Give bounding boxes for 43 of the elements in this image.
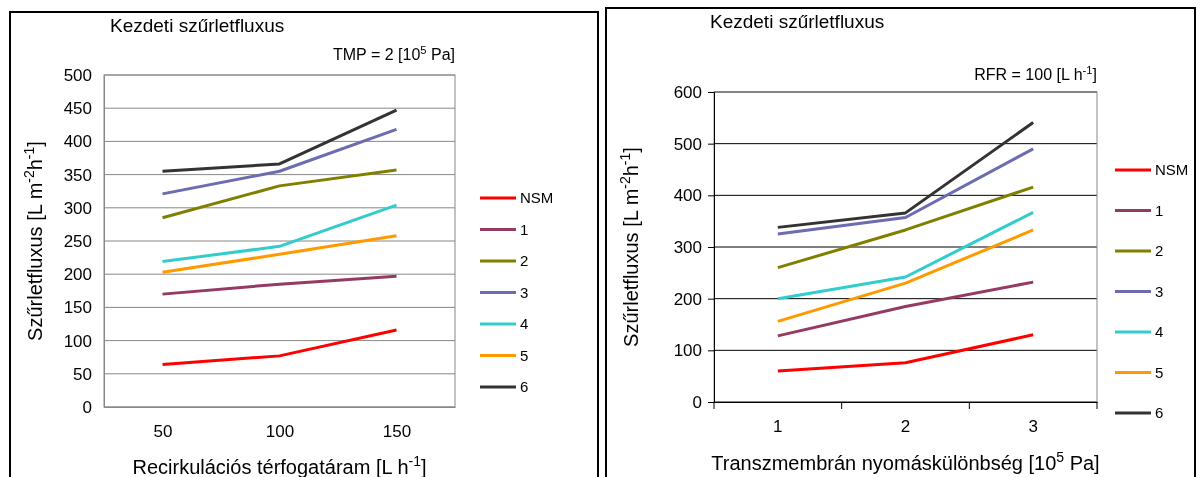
y-tick-label: 100	[63, 331, 92, 351]
y-tick-label: 250	[63, 231, 92, 251]
chart-title: Kezdeti szűrletfluxus	[110, 15, 285, 36]
y-tick-label: 200	[63, 265, 92, 285]
y-tick-label: 0	[692, 392, 702, 412]
x-tick-label: 50	[153, 422, 173, 442]
legend-label: 2	[520, 252, 529, 269]
x-tick-label: 2	[900, 417, 911, 437]
x-tick-label: 3	[1028, 417, 1038, 437]
y-tick-label: 450	[63, 99, 92, 119]
y-tick-label: 350	[63, 165, 92, 185]
legend-label: 5	[1155, 363, 1164, 381]
legend-label: 2	[1155, 242, 1164, 259]
legend-label: 4	[1155, 323, 1164, 340]
y-tick-label: 100	[673, 341, 702, 361]
legend-label: 3	[520, 283, 529, 301]
x-tick-label: 1	[773, 417, 783, 437]
y-tick-label: 500	[673, 134, 702, 154]
chart-title: Kezdeti szűrletfluxus	[710, 11, 885, 32]
y-tick-label: 300	[673, 237, 702, 257]
y-tick-label: 400	[63, 132, 92, 152]
legend-label: 1	[1155, 201, 1164, 219]
y-tick-label: 200	[673, 289, 702, 309]
legend-label: NSM	[1155, 161, 1189, 178]
y-tick-label: 50	[73, 364, 92, 384]
y-tick-label: 300	[63, 198, 92, 218]
legend-label: 4	[520, 315, 529, 332]
x-tick-label: 100	[265, 422, 295, 442]
y-tick-label: 150	[63, 298, 92, 318]
y-tick-label: 400	[673, 186, 702, 206]
y-tick-label: 600	[673, 82, 702, 102]
y-tick-label: 0	[82, 397, 92, 417]
legend-label: 1	[520, 220, 529, 238]
legend-label: 5	[520, 346, 529, 364]
x-tick-label: 150	[382, 422, 412, 442]
legend-label: NSM	[520, 189, 554, 206]
legend-label: 3	[1155, 282, 1164, 300]
x-axis-title: Transzmembrán nyomáskülönbség [10$^{5}$ Pa]	[711, 449, 1100, 474]
legend-label: 6	[520, 378, 529, 395]
legend-label: 6	[1155, 404, 1164, 421]
text: RFR = 100 [L h$^{-1}$]	[974, 64, 1097, 83]
y-tick-label: 500	[63, 65, 92, 85]
text: TMP = 2 [10$^{5}$ Pa]	[332, 44, 455, 63]
